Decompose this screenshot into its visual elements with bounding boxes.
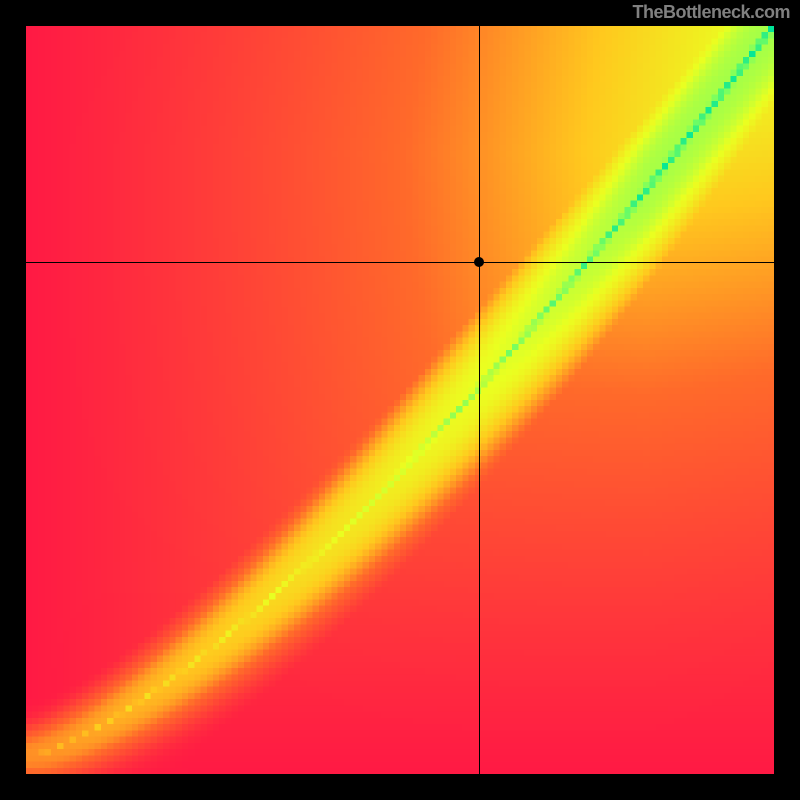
crosshair-horizontal [26, 262, 774, 263]
heatmap-canvas [26, 26, 774, 774]
crosshair-vertical [479, 26, 480, 774]
crosshair-marker [474, 257, 484, 267]
bottleneck-heatmap [26, 26, 774, 774]
watermark-text: TheBottleneck.com [632, 2, 790, 23]
